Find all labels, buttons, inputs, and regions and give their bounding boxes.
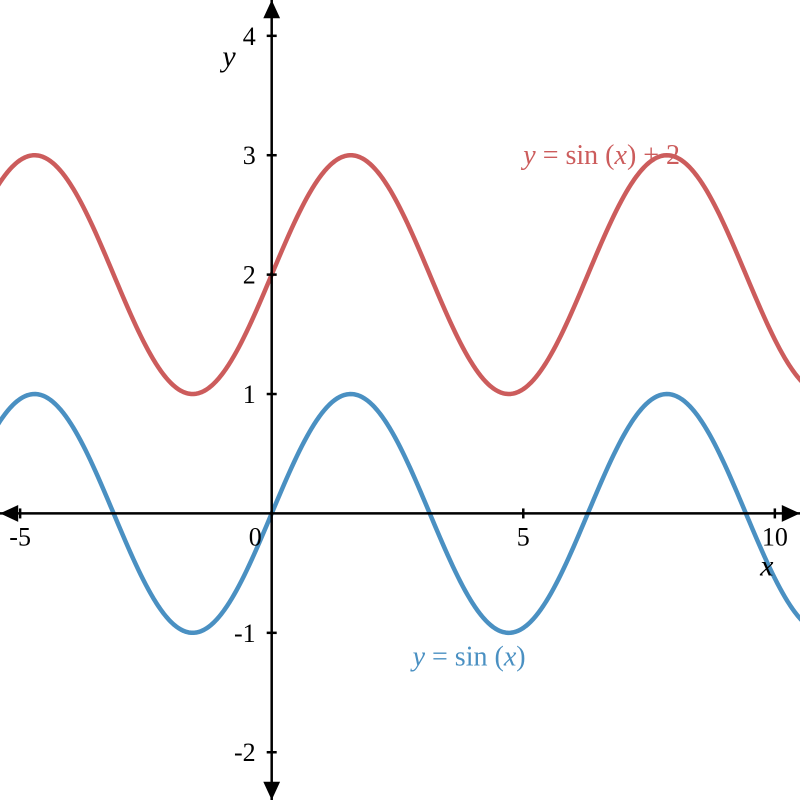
x-tick-label: 5 <box>517 522 530 551</box>
curve-label-sin_x_plus_2: y = sin (x) + 2 <box>520 140 680 171</box>
y-tick-label: -2 <box>234 738 256 767</box>
y-axis-label: y <box>219 40 236 73</box>
sine-chart: -5 0 5 10 -2 -1 1 2 3 4y x y = sin (x) y = sin (x) +… <box>0 0 800 800</box>
y-tick-label: 4 <box>243 22 256 51</box>
curve-label-sin_x: y = sin (x) <box>410 642 526 673</box>
x-tick-label: -5 <box>9 522 31 551</box>
y-tick-label: 3 <box>243 141 256 170</box>
x-axis-label: x <box>759 549 774 582</box>
y-tick-label: -1 <box>234 619 256 648</box>
y-tick-label: 1 <box>243 380 256 409</box>
y-tick-label: 2 <box>243 261 256 290</box>
x-tick-label: 10 <box>762 522 788 551</box>
x-tick-label: 0 <box>249 522 262 551</box>
